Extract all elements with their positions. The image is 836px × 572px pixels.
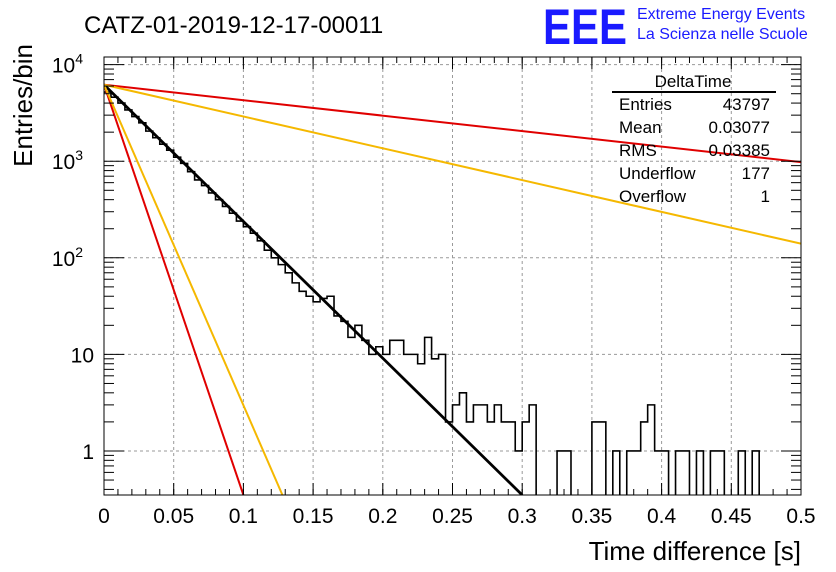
stats-label: Underflow bbox=[619, 164, 696, 183]
y-tick-label: 1 bbox=[82, 441, 94, 464]
logo-line-1: Extreme Energy Events bbox=[637, 6, 805, 23]
x-tick-label: 0.4 bbox=[647, 505, 677, 528]
stats-value: 177 bbox=[742, 164, 770, 183]
x-tick-labels: 0 0.05 0.1 0.15 0.2 0.25 0.3 0.35 0.4 0.45 0.5 bbox=[98, 505, 815, 528]
stats-title: DeltaTime bbox=[655, 72, 732, 91]
fit-line bbox=[104, 83, 801, 164]
x-tick-label: 0.25 bbox=[432, 505, 473, 528]
fit-line bbox=[104, 83, 524, 495]
x-axis-label: Time difference [s] bbox=[589, 536, 801, 566]
axis-ticks bbox=[103, 57, 802, 495]
stats-value: 1 bbox=[761, 187, 770, 206]
x-tick-label: 0.3 bbox=[508, 505, 537, 528]
eee-logo: EEE Extreme Energy Events La Scienza nel… bbox=[543, 0, 808, 55]
stats-value: 43797 bbox=[723, 95, 770, 114]
x-tick-label: 0.15 bbox=[293, 505, 334, 528]
stats-value: 0.03077 bbox=[709, 118, 770, 137]
stats-label: Overflow bbox=[619, 187, 687, 206]
x-tick-label: 0.45 bbox=[711, 505, 752, 528]
y-tick-label: 104 bbox=[52, 51, 83, 78]
stats-value: 0.03385 bbox=[709, 141, 770, 160]
x-tick-label: 0.2 bbox=[368, 505, 397, 528]
y-tick-label: 10 bbox=[71, 344, 94, 367]
fit-line bbox=[104, 83, 801, 245]
x-tick-label: 0 bbox=[98, 505, 110, 528]
y-tick-label: 102 bbox=[52, 244, 83, 271]
x-tick-label: 0.5 bbox=[786, 505, 815, 528]
histogram bbox=[104, 91, 760, 495]
x-tick-label: 0.1 bbox=[229, 505, 258, 528]
x-tick-label: 0.35 bbox=[571, 505, 612, 528]
x-tick-label: 0.05 bbox=[153, 505, 194, 528]
logo-letters: EEE bbox=[543, 0, 627, 55]
stats-label: Entries bbox=[619, 95, 672, 114]
fit-lines bbox=[104, 83, 801, 495]
logo-line-2: La Scienza nelle Scuole bbox=[637, 26, 808, 43]
y-tick-label: 103 bbox=[52, 147, 83, 174]
fit-line bbox=[104, 84, 284, 495]
y-axis-label: Entries/bin bbox=[8, 44, 38, 167]
chart-title: CATZ-01-2019-12-17-00011 bbox=[84, 12, 383, 39]
stats-box: DeltaTime Entries 43797 Mean 0.03077 RMS 0.03… bbox=[612, 72, 776, 206]
stats-rows: Entries 43797 Mean 0.03077 RMS 0.03385 Underfl… bbox=[619, 95, 770, 206]
y-tick-labels: 1 10 102 103 104 bbox=[52, 51, 94, 464]
fit-line bbox=[104, 84, 245, 495]
stats-label: RMS bbox=[619, 141, 657, 160]
grid bbox=[104, 57, 801, 495]
histogram-outline bbox=[104, 91, 760, 495]
stats-label: Mean bbox=[619, 118, 662, 137]
